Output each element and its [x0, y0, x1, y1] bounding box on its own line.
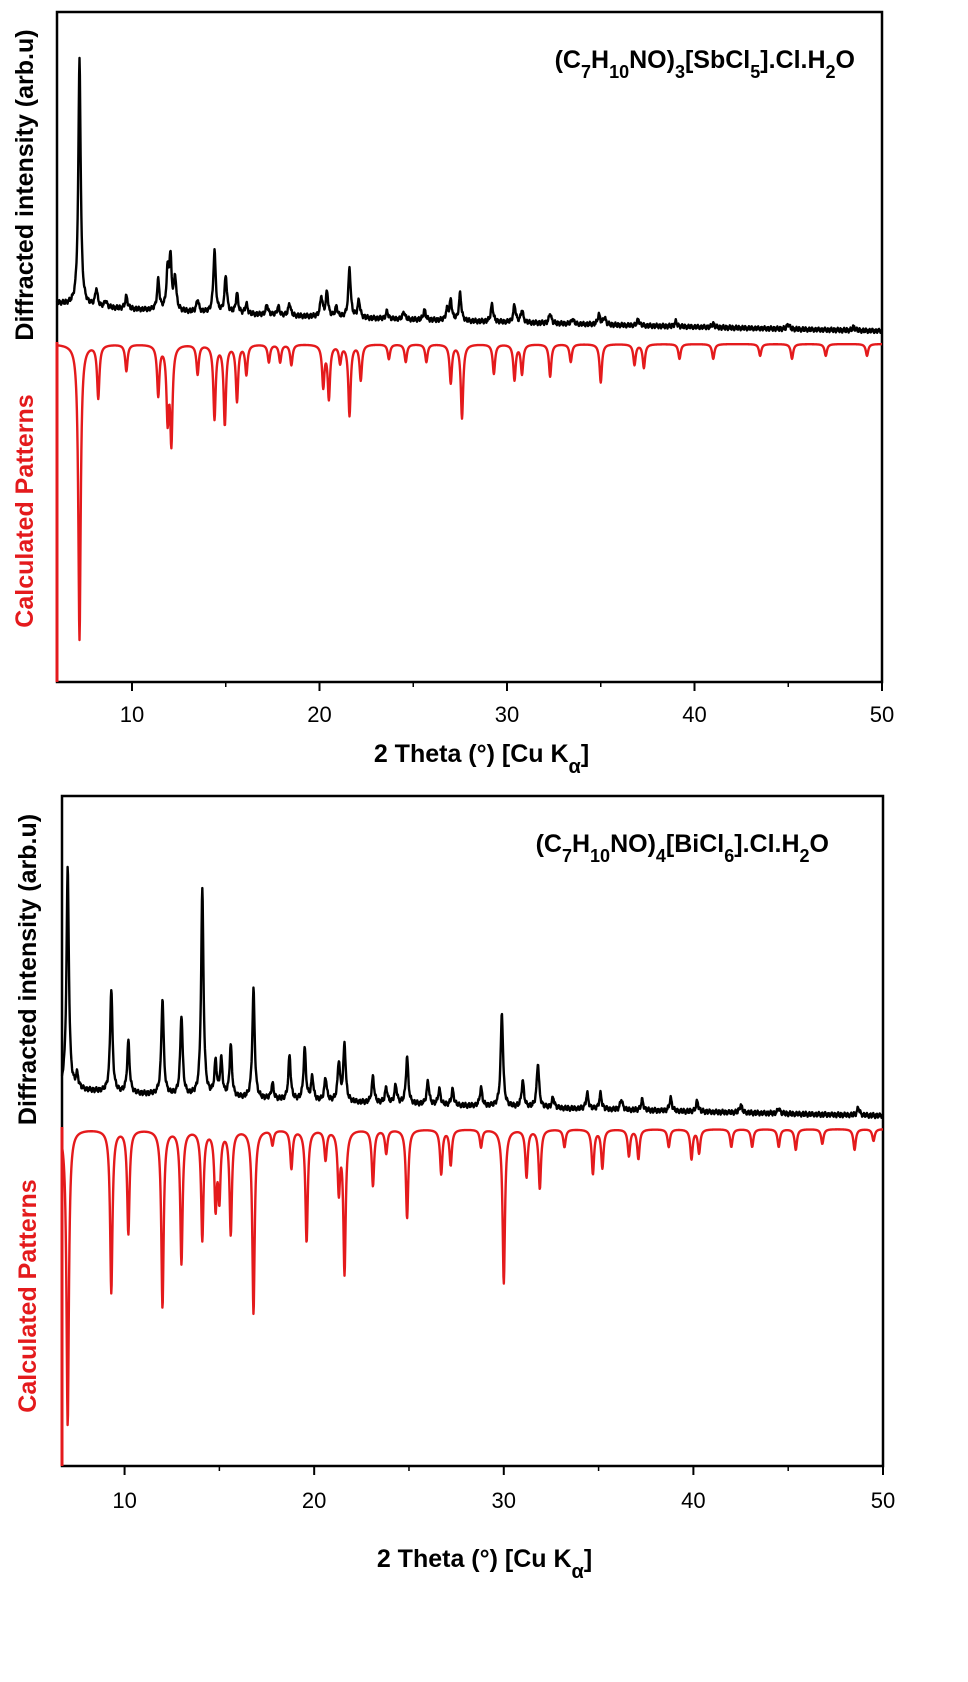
y-axis-label-calculated: Calculated Patterns	[14, 1179, 42, 1412]
measured-pattern-line	[60, 865, 885, 1120]
measured-pattern-line	[55, 56, 884, 335]
x-tick-label: 20	[307, 702, 331, 727]
calculated-pattern-line	[56, 342, 883, 642]
x-tick-label: 40	[682, 702, 706, 727]
x-tick-label: 30	[492, 1488, 516, 1513]
compound-title: (C7H10NO)3[SbCl5].Cl.H2O	[555, 46, 855, 82]
y-axis-label-measured: Diffracted intensity (arb.u)	[14, 814, 42, 1125]
compound-title: (C7H10NO)4[BiCl6].Cl.H2O	[536, 830, 829, 866]
x-tick-label: 10	[112, 1488, 136, 1513]
x-axis-label: 2 Theta (°) [Cu Kα]	[377, 1545, 592, 1583]
panel-1: 10 20 30 40 50 2 Theta (°) [Cu Kα] Diffracted …	[11, 10, 894, 778]
x-tick-label: 50	[871, 1488, 895, 1513]
y-axis-label-measured: Diffracted intensity (arb.u)	[11, 29, 39, 340]
x-axis-label: 2 Theta (°) [Cu Kα]	[374, 740, 589, 778]
x-tick-label: 10	[120, 702, 144, 727]
x-tick-label: 40	[681, 1488, 705, 1513]
calculated-pattern-line	[60, 1128, 884, 1427]
x-tick-label: 50	[870, 702, 894, 727]
panel-2: 10 20 30 40 50 2 Theta (°) [Cu Kα] Diffracted …	[14, 794, 895, 1583]
x-tick-label: 20	[302, 1488, 326, 1513]
y-axis-label-calculated: Calculated Patterns	[11, 394, 39, 627]
x-tick-label: 30	[495, 702, 519, 727]
